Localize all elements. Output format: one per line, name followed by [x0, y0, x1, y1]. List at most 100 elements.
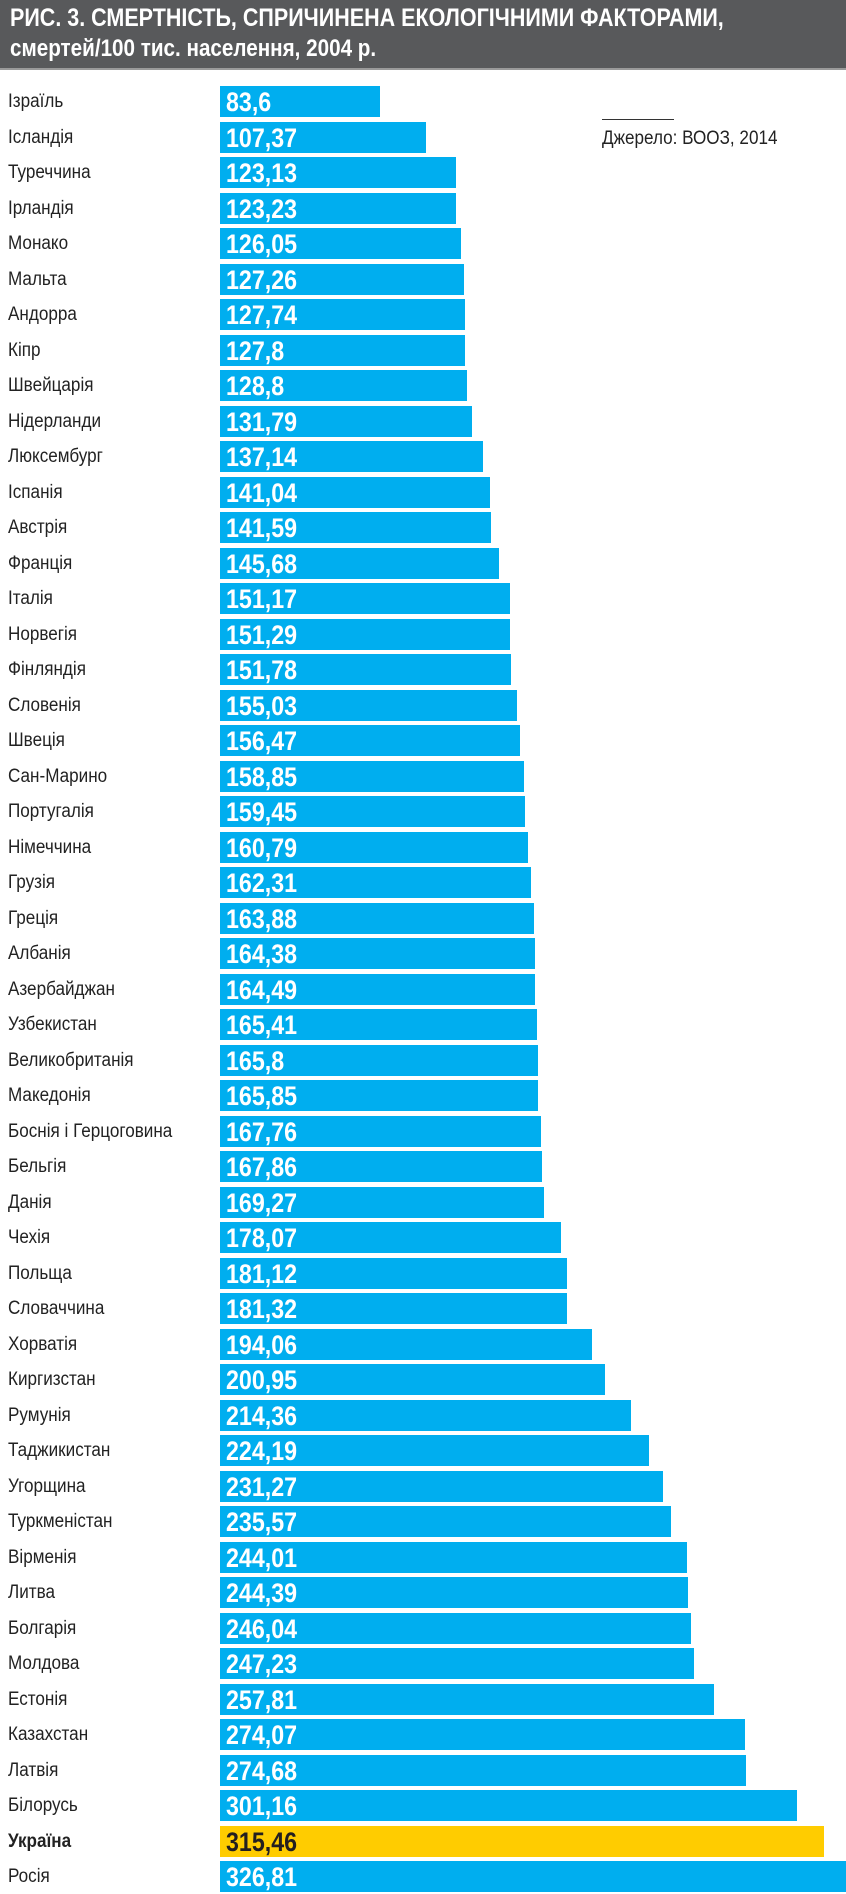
bar: 163,88: [220, 902, 534, 934]
bar: 158,85: [220, 760, 525, 792]
category-label: Росія: [8, 1866, 50, 1887]
data-label: 235,57: [226, 1507, 298, 1537]
data-label: 246,04: [226, 1613, 298, 1644]
data-label: 123,13: [226, 158, 298, 188]
category-label: Латвія: [8, 1759, 59, 1781]
data-label: 169,27: [226, 1187, 298, 1218]
category-label: Кіпр: [8, 339, 41, 361]
data-label: 181,12: [226, 1258, 298, 1289]
bar: 123,23: [220, 192, 457, 224]
bar: 274,68: [220, 1754, 747, 1786]
category-label: Молдова: [8, 1653, 80, 1674]
data-label: 156,47: [226, 726, 298, 756]
category-label: Люксембург: [8, 446, 103, 467]
category-label: Казахстан: [8, 1724, 89, 1745]
category-label: Румунія: [8, 1404, 71, 1426]
category-label: Албанія: [8, 943, 71, 964]
bar: 181,32: [220, 1293, 568, 1324]
data-label: 127,74: [226, 300, 298, 330]
category-label: Туркменістан: [8, 1511, 113, 1532]
category-label: Білорусь: [8, 1795, 78, 1816]
category-label: Угорщина: [8, 1475, 86, 1497]
category-label: Данія: [8, 1191, 52, 1213]
bar: 107,37: [220, 121, 426, 153]
category-label: Хорватія: [8, 1333, 78, 1355]
category-label: Австрія: [8, 517, 68, 538]
category-label: Болгарія: [8, 1617, 77, 1639]
data-label: 274,07: [226, 1720, 298, 1750]
category-label: Швеція: [8, 730, 65, 751]
chart-title: РИС. 3. СМЕРТНІСТЬ, СПРИЧИНЕНА ЕКОЛОГІЧН…: [10, 4, 724, 32]
bar: 151,78: [220, 654, 511, 685]
category-label: Словенія: [8, 694, 81, 716]
data-label: 163,88: [226, 903, 298, 934]
data-label: 141,59: [226, 513, 298, 543]
category-label: Іспанія: [8, 481, 63, 503]
category-label: Україна: [8, 1830, 72, 1852]
bar: 200,95: [220, 1364, 605, 1395]
data-label: 162,31: [226, 868, 298, 898]
data-label: 127,26: [226, 264, 298, 295]
bar: 155,03: [220, 689, 517, 721]
bar: 131,79: [220, 405, 473, 437]
data-label: 155,03: [226, 690, 298, 721]
category-label: Нідерланди: [8, 410, 102, 432]
category-label: Боснія і Герцоговина: [8, 1120, 173, 1142]
bar-highlighted: 315,46: [220, 1825, 825, 1857]
bar: 160,79: [220, 831, 528, 863]
bar: 235,57: [220, 1506, 672, 1537]
category-label: Польща: [8, 1262, 72, 1284]
chart-header: РИС. 3. СМЕРТНІСТЬ, СПРИЧИНЕНА ЕКОЛОГІЧН…: [0, 0, 846, 70]
data-label: 137,14: [226, 442, 298, 472]
bar: 162,31: [220, 867, 531, 898]
category-label: Норвегія: [8, 623, 78, 645]
bar: 159,45: [220, 796, 526, 827]
data-label: 165,85: [226, 1081, 298, 1111]
chart-subtitle: смертей/100 тис. населення, 2004 р.: [10, 35, 377, 62]
bar: 123,13: [220, 157, 456, 188]
data-label: 224,19: [226, 1436, 298, 1466]
bar: 181,12: [220, 1257, 567, 1289]
category-label: Греція: [8, 907, 59, 929]
bar: 127,26: [220, 263, 464, 295]
bar: 165,85: [220, 1080, 538, 1111]
bar: 145,68: [220, 547, 500, 579]
category-label: Ірландія: [8, 197, 74, 219]
data-label: 200,95: [226, 1365, 298, 1395]
bar: 128,8: [220, 370, 467, 401]
category-label: Фінляндія: [8, 659, 86, 680]
bar: 246,04: [220, 1612, 692, 1644]
bar: 165,8: [220, 1044, 538, 1076]
bar: 247,23: [220, 1648, 694, 1679]
data-label: 301,16: [226, 1791, 298, 1821]
category-label: Киргизстан: [8, 1369, 96, 1390]
category-label: Сан-Марино: [8, 765, 108, 787]
bar: 83,6: [220, 86, 381, 117]
bar: 165,41: [220, 1009, 537, 1040]
bar: 257,81: [220, 1683, 714, 1715]
source-note: Джерело: ВООЗ, 2014: [602, 128, 778, 149]
bar: 167,86: [220, 1151, 542, 1182]
bar: 126,05: [220, 228, 462, 259]
category-label: Німеччина: [8, 836, 92, 858]
bar: 194,06: [220, 1328, 592, 1360]
category-label: Ізраїль: [8, 91, 64, 112]
data-label: 214,36: [226, 1400, 298, 1431]
bar: 169,27: [220, 1186, 545, 1218]
bar: 167,76: [220, 1115, 542, 1147]
data-label: 257,81: [226, 1684, 298, 1715]
category-label: Грузія: [8, 872, 56, 893]
data-label: 194,06: [226, 1329, 298, 1360]
bar: 244,39: [220, 1577, 689, 1608]
data-label: 151,17: [226, 584, 298, 614]
data-label: 178,07: [226, 1223, 298, 1253]
category-label: Андорра: [8, 304, 77, 325]
bar: 326,81: [220, 1861, 846, 1892]
data-label: 160,79: [226, 832, 298, 863]
data-label: 247,23: [226, 1649, 298, 1679]
data-label: 128,8: [226, 371, 285, 401]
data-label: 159,45: [226, 797, 298, 827]
data-label: 167,76: [226, 1116, 298, 1147]
category-label: Ісландія: [8, 126, 74, 148]
data-label: 131,79: [226, 406, 298, 437]
